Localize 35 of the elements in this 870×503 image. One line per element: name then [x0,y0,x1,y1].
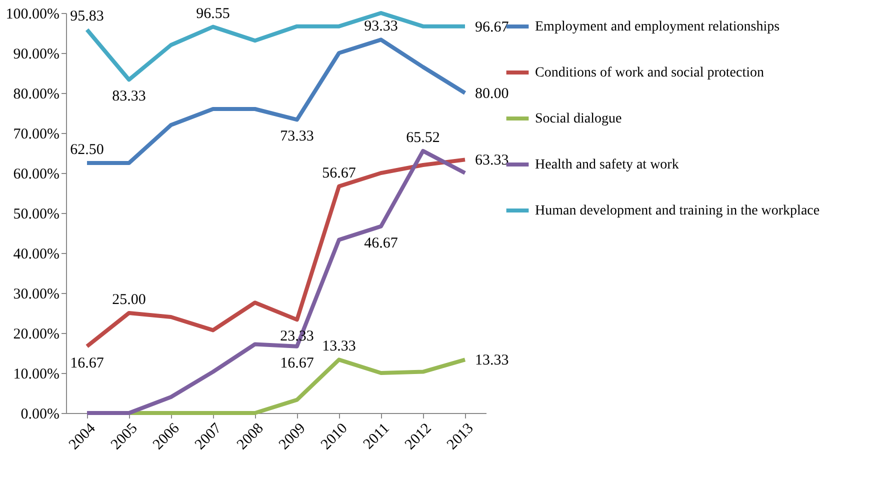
legend-label: Employment and employment relationships [535,20,780,34]
y-tick-label: 20.00% [13,326,60,342]
data-label: 62.50 [70,142,104,158]
y-tick-label: 100.00% [6,6,60,22]
data-label: 56.67 [322,165,356,182]
data-label: 63.33 [475,152,509,169]
y-tick-label: 70.00% [13,126,60,142]
data-label: 96.55 [196,6,230,22]
data-label: 13.33 [475,352,509,369]
y-tick-label: 10.00% [13,366,60,382]
data-label: 16.67 [70,355,104,372]
legend-label: Health and safety at work [535,158,679,172]
legend-label: Social dialogue [535,112,622,126]
y-tick-label: 40.00% [13,246,60,262]
x-tick-label: 2011 [360,420,393,453]
y-tick-label: 0.00% [20,406,60,422]
data-label: 93.33 [364,18,398,35]
data-label: 95.83 [70,8,104,25]
y-tick-label: 90.00% [13,46,60,62]
y-tick-label: 80.00% [13,86,60,102]
y-tick-label: 30.00% [13,286,60,302]
data-label: 96.67 [475,19,510,36]
legend-label: Human development and training in the workplace [535,204,820,218]
y-tick-label: 50.00% [13,206,60,222]
data-label: 46.67 [364,235,398,252]
legend-label: Conditions of work and social protection [535,66,764,80]
data-label: 13.33 [322,338,356,355]
data-label: 83.33 [112,88,146,105]
data-label: 16.67 [280,355,314,372]
data-label: 25.00 [112,292,146,308]
y-tick-label: 60.00% [13,166,60,182]
data-label: 80.00 [475,86,509,102]
data-label: 65.52 [406,130,440,146]
data-label: 73.33 [280,128,314,145]
line-series [127,358,467,415]
